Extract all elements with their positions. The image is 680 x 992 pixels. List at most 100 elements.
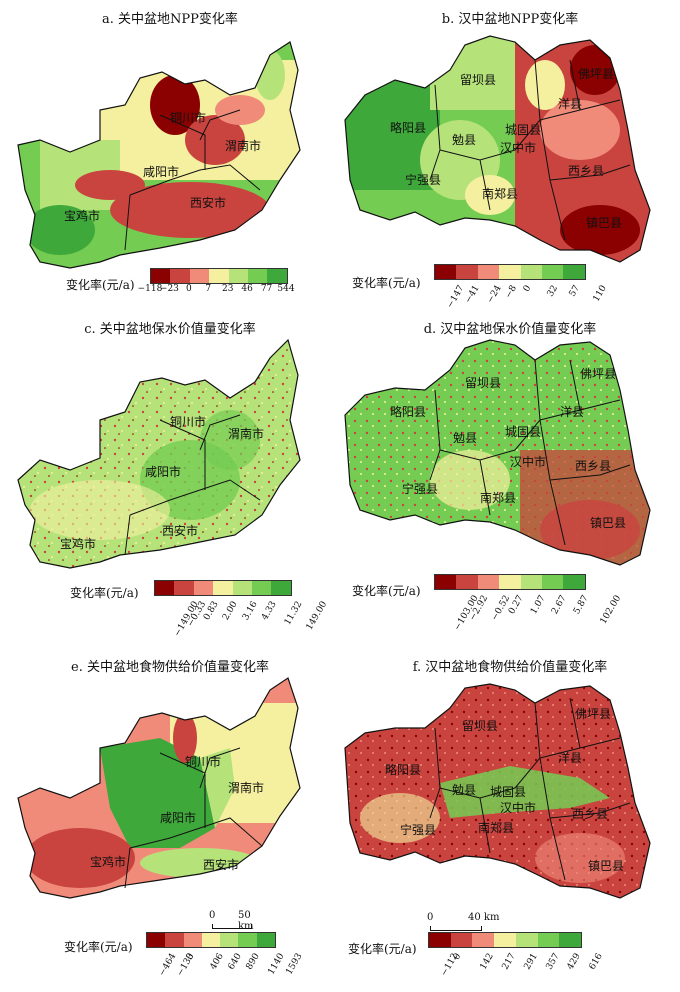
tick-label: 7 — [205, 284, 212, 294]
color-ramp — [434, 574, 586, 590]
map-legend: 变化率(元/a) −464 −133 0 406 640 890 1140 15… — [64, 932, 324, 992]
legend-ticks: −464 −133 0 406 640 890 1140 1593 — [146, 950, 304, 986]
hanzhong-npp-map: 留坝县 佛坪县 洋县 略阳县 勉县 城固县 汉中市 宁强县 南郑县 西乡县 镇巴… — [344, 35, 651, 263]
place-label: 西安市 — [162, 523, 198, 538]
place-label: 留坝县 — [462, 719, 498, 733]
map-legend: 变化率(元/a) −118 −23 0 7 23 46 77 544 — [66, 268, 306, 324]
tick-label: 46 — [241, 284, 253, 294]
place-label: 勉县 — [453, 431, 477, 445]
tick-label: −23 — [159, 284, 179, 294]
tick-label: −24 — [485, 283, 504, 306]
place-label: 宝鸡市 — [60, 536, 96, 551]
panel-e: e. 关中盆地食物供给价值量变化率 铜川市 渭南市 咸阳市 西安市 宝鸡市 0 … — [0, 648, 340, 978]
panel-d: d. 汉中盆地保水价值量变化率 留坝县 佛坪县 洋县 略阳县 勉县 城固县 汉中… — [340, 310, 680, 640]
place-label: 汉中市 — [500, 800, 536, 815]
place-label: 城固县 — [505, 425, 541, 439]
tick-label: 5.87 — [571, 593, 591, 617]
panel-title: a. 关中盆地NPP变化率 — [102, 12, 238, 27]
tick-label: −118 — [137, 284, 163, 294]
place-label: 勉县 — [452, 133, 476, 147]
color-ramp — [150, 268, 288, 284]
place-label: 铜川市 — [170, 414, 206, 429]
panel-f: f. 汉中盆地食物供给价值量变化率 留坝县 佛坪县 洋县 略阳县 勉县 城固县 … — [340, 648, 680, 978]
map-legend: 变化率(元/a) −112 0 142 217 291 357 429 616 — [348, 932, 668, 992]
map-legend: 变化率(元/a) −149.00 −0.33 0.83 2.00 3.16 4.… — [70, 580, 330, 640]
guanzhong-water-map: 铜川市 渭南市 咸阳市 西安市 宝鸡市 — [17, 338, 301, 569]
place-label: 咸阳市 — [143, 164, 179, 179]
place-label: 城固县 — [490, 785, 526, 799]
tick-label: 890 — [245, 951, 263, 972]
place-label: 西乡县 — [572, 807, 608, 821]
place-label: 佛坪县 — [575, 707, 611, 721]
tick-label: 102.00 — [598, 593, 624, 627]
place-label: 南郑县 — [478, 820, 514, 835]
place-label: 宝鸡市 — [64, 208, 100, 223]
place-label: 咸阳市 — [145, 464, 181, 479]
tick-label: 57 — [567, 283, 582, 299]
place-label: 略阳县 — [390, 404, 426, 419]
place-label: 留坝县 — [465, 376, 501, 390]
panel-title: e. 关中盆地食物供给价值量变化率 — [71, 660, 269, 675]
place-label: 汉中市 — [510, 454, 546, 469]
tick-label: 357 — [544, 951, 562, 972]
legend-label: 变化率(元/a) — [64, 940, 133, 954]
place-label: 宁强县 — [402, 481, 438, 496]
place-label: 洋县 — [558, 96, 582, 111]
tick-label: −464 — [157, 951, 179, 979]
place-label: 留坝县 — [460, 73, 496, 87]
tick-label: 1593 — [284, 951, 305, 977]
place-label: 镇巴县 — [590, 516, 626, 530]
panel-b: b. 汉中盆地NPP变化率 留坝县 佛坪县 洋县 略阳县 勉县 城固县 汉中市 … — [340, 0, 680, 330]
color-ramp — [428, 932, 582, 948]
place-label: 咸阳市 — [160, 810, 196, 825]
place-label: 西安市 — [203, 857, 239, 872]
legend-ticks: −118 −23 0 7 23 46 77 544 — [138, 284, 295, 298]
place-label: 城固县 — [505, 123, 541, 137]
hanzhong-food-map: 留坝县 佛坪县 洋县 略阳县 勉县 城固县 汉中市 宁强县 南郑县 西乡县 镇巴… — [344, 683, 651, 899]
scale-bar: 0 40 km — [427, 912, 500, 932]
tick-label: 4.33 — [260, 599, 279, 623]
place-label: 铜川市 — [170, 110, 206, 125]
legend-label: 变化率(元/a) — [348, 942, 417, 956]
tick-label: 142 — [479, 951, 497, 972]
color-ramp — [146, 932, 276, 948]
panel-c: c. 关中盆地保水价值量变化率 铜川市 渭南市 咸阳市 西安市 宝鸡市 变化率(… — [0, 310, 340, 640]
guanzhong-food-map: 铜川市 渭南市 咸阳市 西安市 宝鸡市 — [17, 677, 301, 899]
tick-label: 3.16 — [240, 599, 260, 623]
tick-label: −41 — [463, 283, 483, 306]
legend-ticks: −112 0 142 217 291 357 429 616 — [428, 950, 604, 986]
tick-label: 616 — [587, 951, 605, 972]
legend-label: 变化率(元/a) — [66, 278, 135, 292]
place-label: 西乡县 — [575, 459, 611, 473]
place-label: 洋县 — [558, 750, 582, 765]
scale-value: 40 km — [468, 912, 500, 923]
place-label: 南郑县 — [480, 490, 516, 505]
scale-bar: 0 50 km — [209, 910, 268, 932]
tick-label: 544 — [277, 284, 295, 294]
place-label: 勉县 — [452, 783, 476, 797]
place-label: 佛坪县 — [578, 67, 614, 81]
tick-label: 2.67 — [550, 593, 569, 617]
hanzhong-water-map: 留坝县 佛坪县 洋县 略阳县 勉县 城固县 汉中市 宁强县 南郑县 西乡县 镇巴… — [344, 339, 651, 566]
color-ramp — [434, 264, 586, 280]
legend-ticks: −147 −41 −24 −8 0 32 57 110 — [434, 282, 608, 312]
place-label: 铜川市 — [185, 754, 221, 769]
panel-title: c. 关中盆地保水价值量变化率 — [84, 322, 256, 337]
place-label: 渭南市 — [225, 138, 261, 153]
guanzhong-npp-map: 铜川市 渭南市 咸阳市 西安市 宝鸡市 — [17, 41, 301, 269]
tick-label: 406 — [208, 951, 226, 972]
place-label: 佛坪县 — [580, 367, 616, 381]
place-label: 西乡县 — [568, 164, 604, 178]
tick-label: 217 — [500, 951, 518, 972]
tick-label: 429 — [565, 951, 584, 972]
place-label: 西安市 — [190, 195, 226, 210]
place-label: 渭南市 — [228, 426, 264, 441]
tick-label: −8 — [503, 283, 520, 301]
panel-title: f. 汉中盆地食物供给价值量变化率 — [412, 660, 608, 675]
map-legend: 变化率(元/a) −103.00 −2.92 −0.52 0.27 1.07 2… — [352, 574, 672, 640]
tick-label: 1140 — [266, 951, 287, 977]
place-label: 宁强县 — [405, 172, 441, 187]
tick-label: 11.32 — [282, 599, 304, 628]
place-label: 略阳县 — [385, 762, 421, 777]
place-label: 略阳县 — [390, 120, 426, 135]
